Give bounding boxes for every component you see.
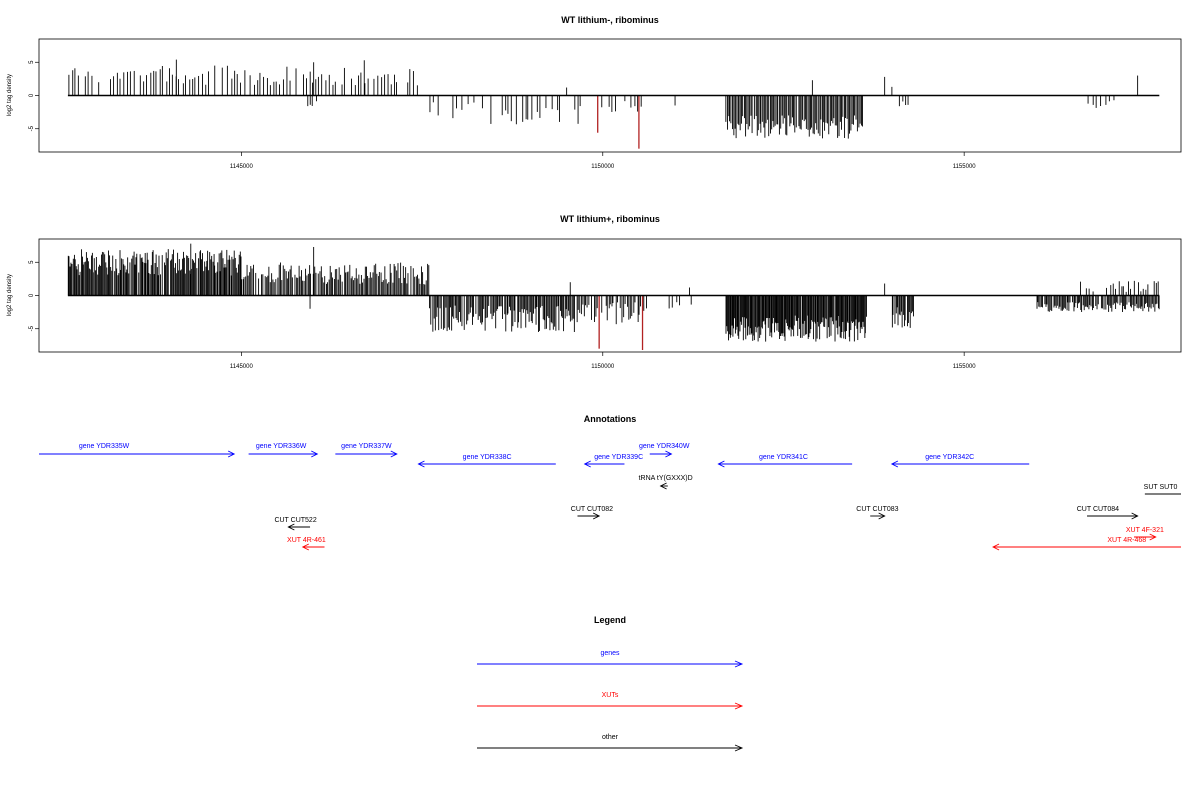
- arrowhead: [878, 512, 886, 520]
- feature-label: XUT 4R-468: [1107, 537, 1146, 544]
- x-tick-label: 1155000: [953, 164, 977, 170]
- feature: gene YDR339C: [583, 454, 643, 468]
- arrowhead: [659, 482, 667, 490]
- arrowhead: [417, 460, 425, 468]
- x-tick-label: 1150000: [591, 364, 615, 370]
- feature: gene YDR341C: [717, 454, 853, 468]
- y-tick-label: 0: [29, 293, 35, 297]
- x-tick-label: 1150000: [591, 164, 615, 170]
- y-tick-label: 5: [29, 60, 35, 64]
- annotations-title: Annotations: [584, 414, 637, 424]
- legend-label: genes: [600, 650, 620, 657]
- arrowhead: [311, 450, 319, 458]
- feature-label: gene YDR335W: [79, 443, 130, 450]
- arrowhead: [734, 660, 744, 668]
- x-tick-label: 1155000: [953, 364, 977, 370]
- arrowhead: [227, 450, 236, 458]
- legend-items: genes XUTs other: [477, 650, 744, 752]
- feature-label: gene YDR338C: [463, 454, 512, 461]
- feature-label: XUT 4F-321: [1126, 527, 1164, 534]
- feature: CUT CUT083: [856, 506, 899, 520]
- feature: XUT 4R-468: [992, 537, 1181, 551]
- feature-tracks: gene YDR335W gene YDR336W gene YDR337W gene…: [39, 443, 1181, 551]
- feature: gene YDR337W: [335, 443, 398, 458]
- y-tick-label: -5: [29, 125, 35, 131]
- arrowhead: [717, 460, 725, 468]
- feature-label: XUT 4R-461: [287, 537, 326, 544]
- legend-item: XUTs: [477, 692, 744, 710]
- feature-label: gene YDR342C: [925, 454, 974, 461]
- feature-label: CUT CUT083: [856, 506, 898, 513]
- arrowhead: [734, 744, 744, 752]
- y-axis-label: log2 tag density: [7, 274, 13, 316]
- arrowhead: [390, 450, 398, 458]
- feature: CUT CUT522: [274, 517, 317, 531]
- feature-label: gene YDR339C: [594, 454, 643, 461]
- arrowhead: [301, 543, 310, 551]
- axes: -5 0 5 1145000 1150000 1155000: [29, 60, 1160, 170]
- arrowhead: [1149, 533, 1157, 541]
- feature-label: gene YDR337W: [341, 443, 392, 450]
- annotations-panel: Annotations gene YDR335W gene YDR336W gene…: [39, 414, 1181, 551]
- legend-label: XUTs: [602, 692, 619, 699]
- signal-bars: [68, 59, 1139, 149]
- signal-bars: [67, 243, 1160, 351]
- arrowhead: [992, 543, 1000, 551]
- panel-title: WT lithium+, ribominus: [560, 214, 660, 224]
- feature-label: gene YDR340W: [639, 443, 690, 450]
- feature: CUT CUT084: [1077, 506, 1139, 520]
- arrowhead: [1131, 512, 1139, 520]
- legend-item: genes: [477, 650, 744, 668]
- legend-label: other: [602, 734, 619, 741]
- arrowhead: [287, 523, 295, 531]
- feature-label: CUT CUT522: [274, 517, 316, 524]
- arrowhead: [583, 460, 591, 468]
- feature-label: SUT SUT0: [1144, 484, 1178, 491]
- feature: tRNA tY(GXXX)D: [639, 475, 693, 490]
- axes: -5 0 5 1145000 1150000 1155000: [29, 260, 1160, 370]
- feature: gene YDR340W: [639, 443, 690, 458]
- feature-label: CUT CUT084: [1077, 506, 1119, 513]
- feature: XUT 4R-461: [287, 537, 326, 551]
- feature-label: tRNA tY(GXXX)D: [639, 475, 693, 482]
- track-panel-lithium-minus: WT lithium-, ribominus log2 tag density …: [7, 15, 1182, 170]
- legend-title: Legend: [594, 615, 626, 625]
- feature: gene YDR335W: [39, 443, 236, 458]
- track-panel-lithium-plus: WT lithium+, ribominus log2 tag density …: [7, 214, 1182, 370]
- feature: CUT CUT082: [571, 506, 613, 520]
- y-axis-label: log2 tag density: [7, 74, 13, 116]
- feature: SUT SUT0: [1144, 484, 1181, 495]
- y-tick-label: -5: [29, 325, 35, 331]
- x-tick-label: 1145000: [230, 364, 254, 370]
- arrowhead: [665, 450, 673, 458]
- y-tick-label: 5: [29, 260, 35, 264]
- feature: gene YDR338C: [417, 454, 556, 468]
- feature: XUT 4F-321: [1126, 527, 1164, 541]
- feature: gene YDR342C: [890, 454, 1030, 468]
- legend-item: other: [477, 734, 744, 752]
- legend-panel: Legend genes XUTs other: [477, 615, 744, 752]
- y-tick-label: 0: [29, 93, 35, 97]
- arrowhead: [890, 460, 899, 468]
- panel-title: WT lithium-, ribominus: [561, 15, 659, 25]
- x-tick-label: 1145000: [230, 164, 254, 170]
- arrowhead: [592, 512, 601, 520]
- feature-label: gene YDR336W: [256, 443, 307, 450]
- feature-label: gene YDR341C: [759, 454, 808, 461]
- feature-label: CUT CUT082: [571, 506, 613, 513]
- arrowhead: [734, 702, 744, 710]
- feature: gene YDR336W: [248, 443, 319, 458]
